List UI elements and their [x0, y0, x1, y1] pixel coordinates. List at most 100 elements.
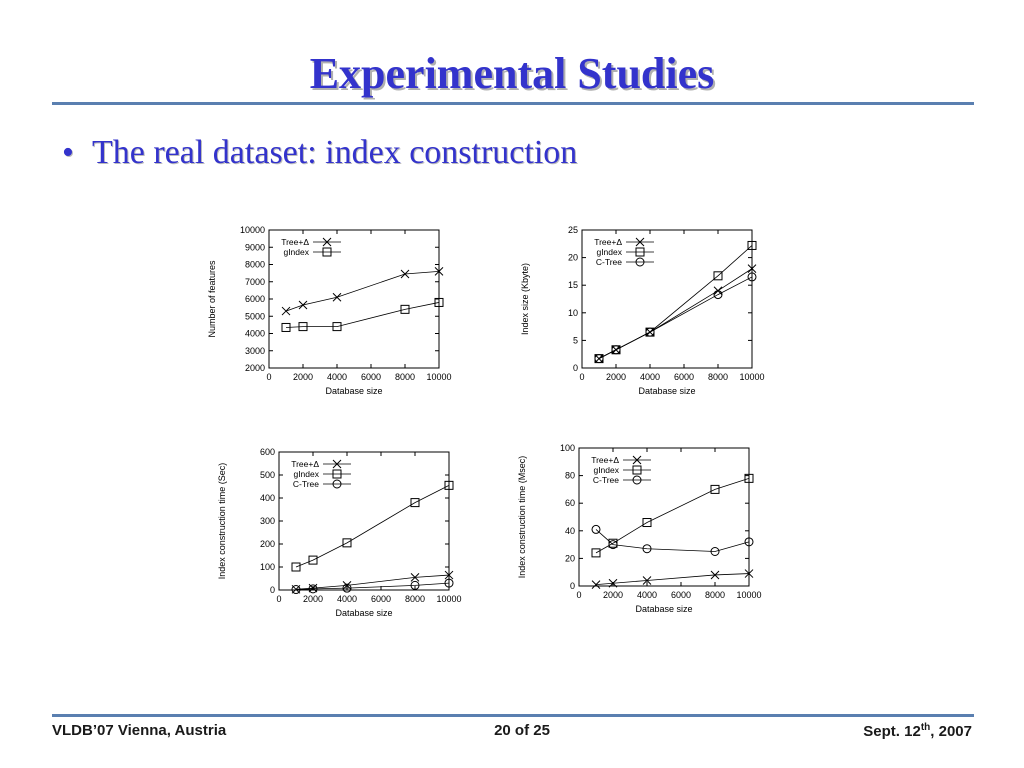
data-point — [591, 580, 601, 589]
y-tick-label: 10000 — [240, 225, 265, 235]
legend-marker — [635, 247, 645, 257]
data-point — [298, 300, 308, 310]
y-tick-label: 0 — [570, 581, 575, 591]
series-line — [595, 573, 750, 586]
y-tick-label: 25 — [568, 225, 578, 235]
legend-marker — [332, 469, 342, 479]
data-point — [747, 240, 757, 250]
y-tick-label: 6000 — [245, 294, 265, 304]
data-point — [434, 267, 444, 276]
y-axis-label: Index construction time (Sec) — [217, 463, 227, 580]
legend-label: C-Tree — [593, 475, 619, 485]
legend-marker — [322, 247, 332, 257]
x-tick-label: 2000 — [603, 590, 623, 600]
data-point — [747, 264, 757, 273]
footer-page-number: 20 of 25 — [494, 722, 550, 739]
x-axis-label: Database size — [325, 386, 382, 396]
data-point — [594, 354, 604, 364]
x-tick-label: 2000 — [303, 594, 323, 604]
data-point — [308, 584, 318, 594]
legend-marker — [632, 475, 642, 485]
title-divider — [52, 102, 974, 105]
x-tick-label: 0 — [266, 372, 271, 382]
footer-date-prefix: Sept. 12 — [863, 723, 921, 740]
data-point — [608, 540, 618, 550]
y-tick-label: 20 — [568, 253, 578, 263]
data-point — [281, 322, 291, 332]
legend-label: Tree+Δ — [291, 459, 319, 469]
y-tick-label: 600 — [260, 447, 275, 457]
y-tick-label: 200 — [260, 539, 275, 549]
x-tick-label: 0 — [276, 594, 281, 604]
data-point — [591, 548, 601, 558]
data-point — [410, 498, 420, 508]
y-tick-label: 0 — [573, 363, 578, 373]
y-tick-label: 2000 — [245, 363, 265, 373]
data-point — [291, 562, 301, 572]
x-tick-label: 4000 — [637, 590, 657, 600]
legend-label: Tree+Δ — [281, 237, 309, 247]
chart-construction-time-msec: 0 20 40 60 80 100 0 2000 4000 6000 8000 10000 Databa… — [517, 443, 762, 614]
y-tick-label: 7000 — [245, 277, 265, 287]
x-tick-label: 0 — [579, 372, 584, 382]
x-axis-label: Database size — [635, 604, 692, 614]
legend-label: gIndex — [593, 465, 619, 475]
data-point — [713, 271, 723, 281]
legend-marker — [635, 237, 645, 247]
legend-marker — [332, 479, 342, 489]
x-tick-label: 10000 — [436, 594, 461, 604]
legend-label: C-Tree — [293, 479, 319, 489]
y-tick-label: 20 — [565, 553, 575, 563]
slide-title: Experimental Studies — [309, 49, 715, 98]
footer-date-sup: th — [920, 722, 931, 733]
y-tick-label: 4000 — [245, 329, 265, 339]
x-tick-label: 8000 — [705, 590, 725, 600]
y-tick-label: 0 — [270, 585, 275, 595]
x-tick-label: 10000 — [739, 372, 764, 382]
series-line — [595, 529, 750, 552]
y-tick-label: 15 — [568, 280, 578, 290]
data-point — [744, 473, 754, 483]
y-tick-label: 100 — [260, 562, 275, 572]
y-tick-label: 60 — [565, 498, 575, 508]
chart-index-size: 0 5 10 15 20 25 0 2000 4000 6000 8000 10000 Database… — [520, 225, 765, 396]
y-axis-label: Index construction time (Msec) — [517, 456, 527, 579]
legend-label: gIndex — [596, 247, 622, 257]
x-tick-label: 8000 — [395, 372, 415, 382]
data-point — [645, 327, 655, 337]
legend-label: C-Tree — [596, 257, 622, 267]
data-point — [308, 555, 318, 565]
x-axis-label: Database size — [638, 386, 695, 396]
plot-frame — [581, 229, 753, 369]
bullet-text: The real dataset: index construction — [92, 134, 578, 171]
x-tick-label: 4000 — [337, 594, 357, 604]
x-tick-label: 10000 — [736, 590, 761, 600]
series-line — [295, 484, 450, 568]
data-point — [710, 570, 720, 580]
data-point — [744, 537, 754, 547]
data-point — [747, 272, 757, 282]
y-axis-label: Index size (Kbyte) — [520, 263, 530, 335]
footer-date-suffix: , 2007 — [930, 723, 972, 740]
y-tick-label: 300 — [260, 516, 275, 526]
footer-venue: VLDB’07 Vienna, Austria — [52, 722, 227, 739]
x-tick-label: 2000 — [606, 372, 626, 382]
data-point — [281, 306, 291, 316]
data-point — [444, 480, 454, 490]
bullet-item: • The real dataset: index construction — [62, 134, 577, 172]
series-line — [598, 276, 753, 359]
y-tick-label: 5 — [573, 335, 578, 345]
plot-frame — [578, 447, 750, 587]
data-point — [642, 518, 652, 528]
y-tick-label: 400 — [260, 493, 275, 503]
footer-divider — [52, 714, 974, 717]
y-tick-label: 10 — [568, 308, 578, 318]
legend-marker — [632, 465, 642, 475]
data-point — [400, 304, 410, 314]
x-tick-label: 2000 — [293, 372, 313, 382]
x-tick-label: 4000 — [640, 372, 660, 382]
data-point — [591, 524, 601, 534]
data-point — [713, 290, 723, 300]
data-point — [298, 322, 308, 332]
